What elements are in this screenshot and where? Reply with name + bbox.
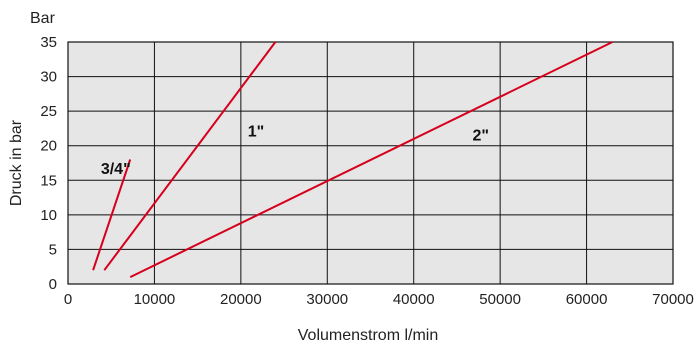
- x-tick-label: 0: [64, 291, 72, 308]
- y-tick-label: 5: [49, 241, 57, 258]
- plot-area: [67, 41, 674, 285]
- series-line-2: [103, 41, 277, 271]
- x-tick-label: 70000: [652, 291, 694, 308]
- x-axis-title: Volumenstrom l/min: [298, 327, 439, 344]
- series-label-1: 3/4": [101, 161, 131, 178]
- x-tick-label: 60000: [566, 291, 608, 308]
- series-line-1: [92, 159, 132, 271]
- x-tick-label: 10000: [134, 291, 176, 308]
- x-tick-label: 40000: [393, 291, 435, 308]
- x-tick-label: 20000: [220, 291, 262, 308]
- y-tick-label: 15: [40, 172, 57, 189]
- x-tick-label: 30000: [306, 291, 348, 308]
- series-line-3: [129, 41, 613, 278]
- y-tick-label: 30: [40, 69, 57, 86]
- y-tick-label: 10: [40, 207, 57, 224]
- x-tick-label: 50000: [479, 291, 521, 308]
- y-tick-label: 25: [40, 103, 57, 120]
- y-tick-label: 35: [40, 34, 57, 51]
- y-tick-label: 20: [40, 138, 57, 155]
- y-tick-label: 0: [49, 276, 57, 293]
- series-label-3: 2": [472, 128, 488, 145]
- y-axis-title: Druck in bar: [8, 119, 25, 206]
- series-label-2: 1": [248, 124, 264, 141]
- y-unit-label: Bar: [30, 10, 56, 27]
